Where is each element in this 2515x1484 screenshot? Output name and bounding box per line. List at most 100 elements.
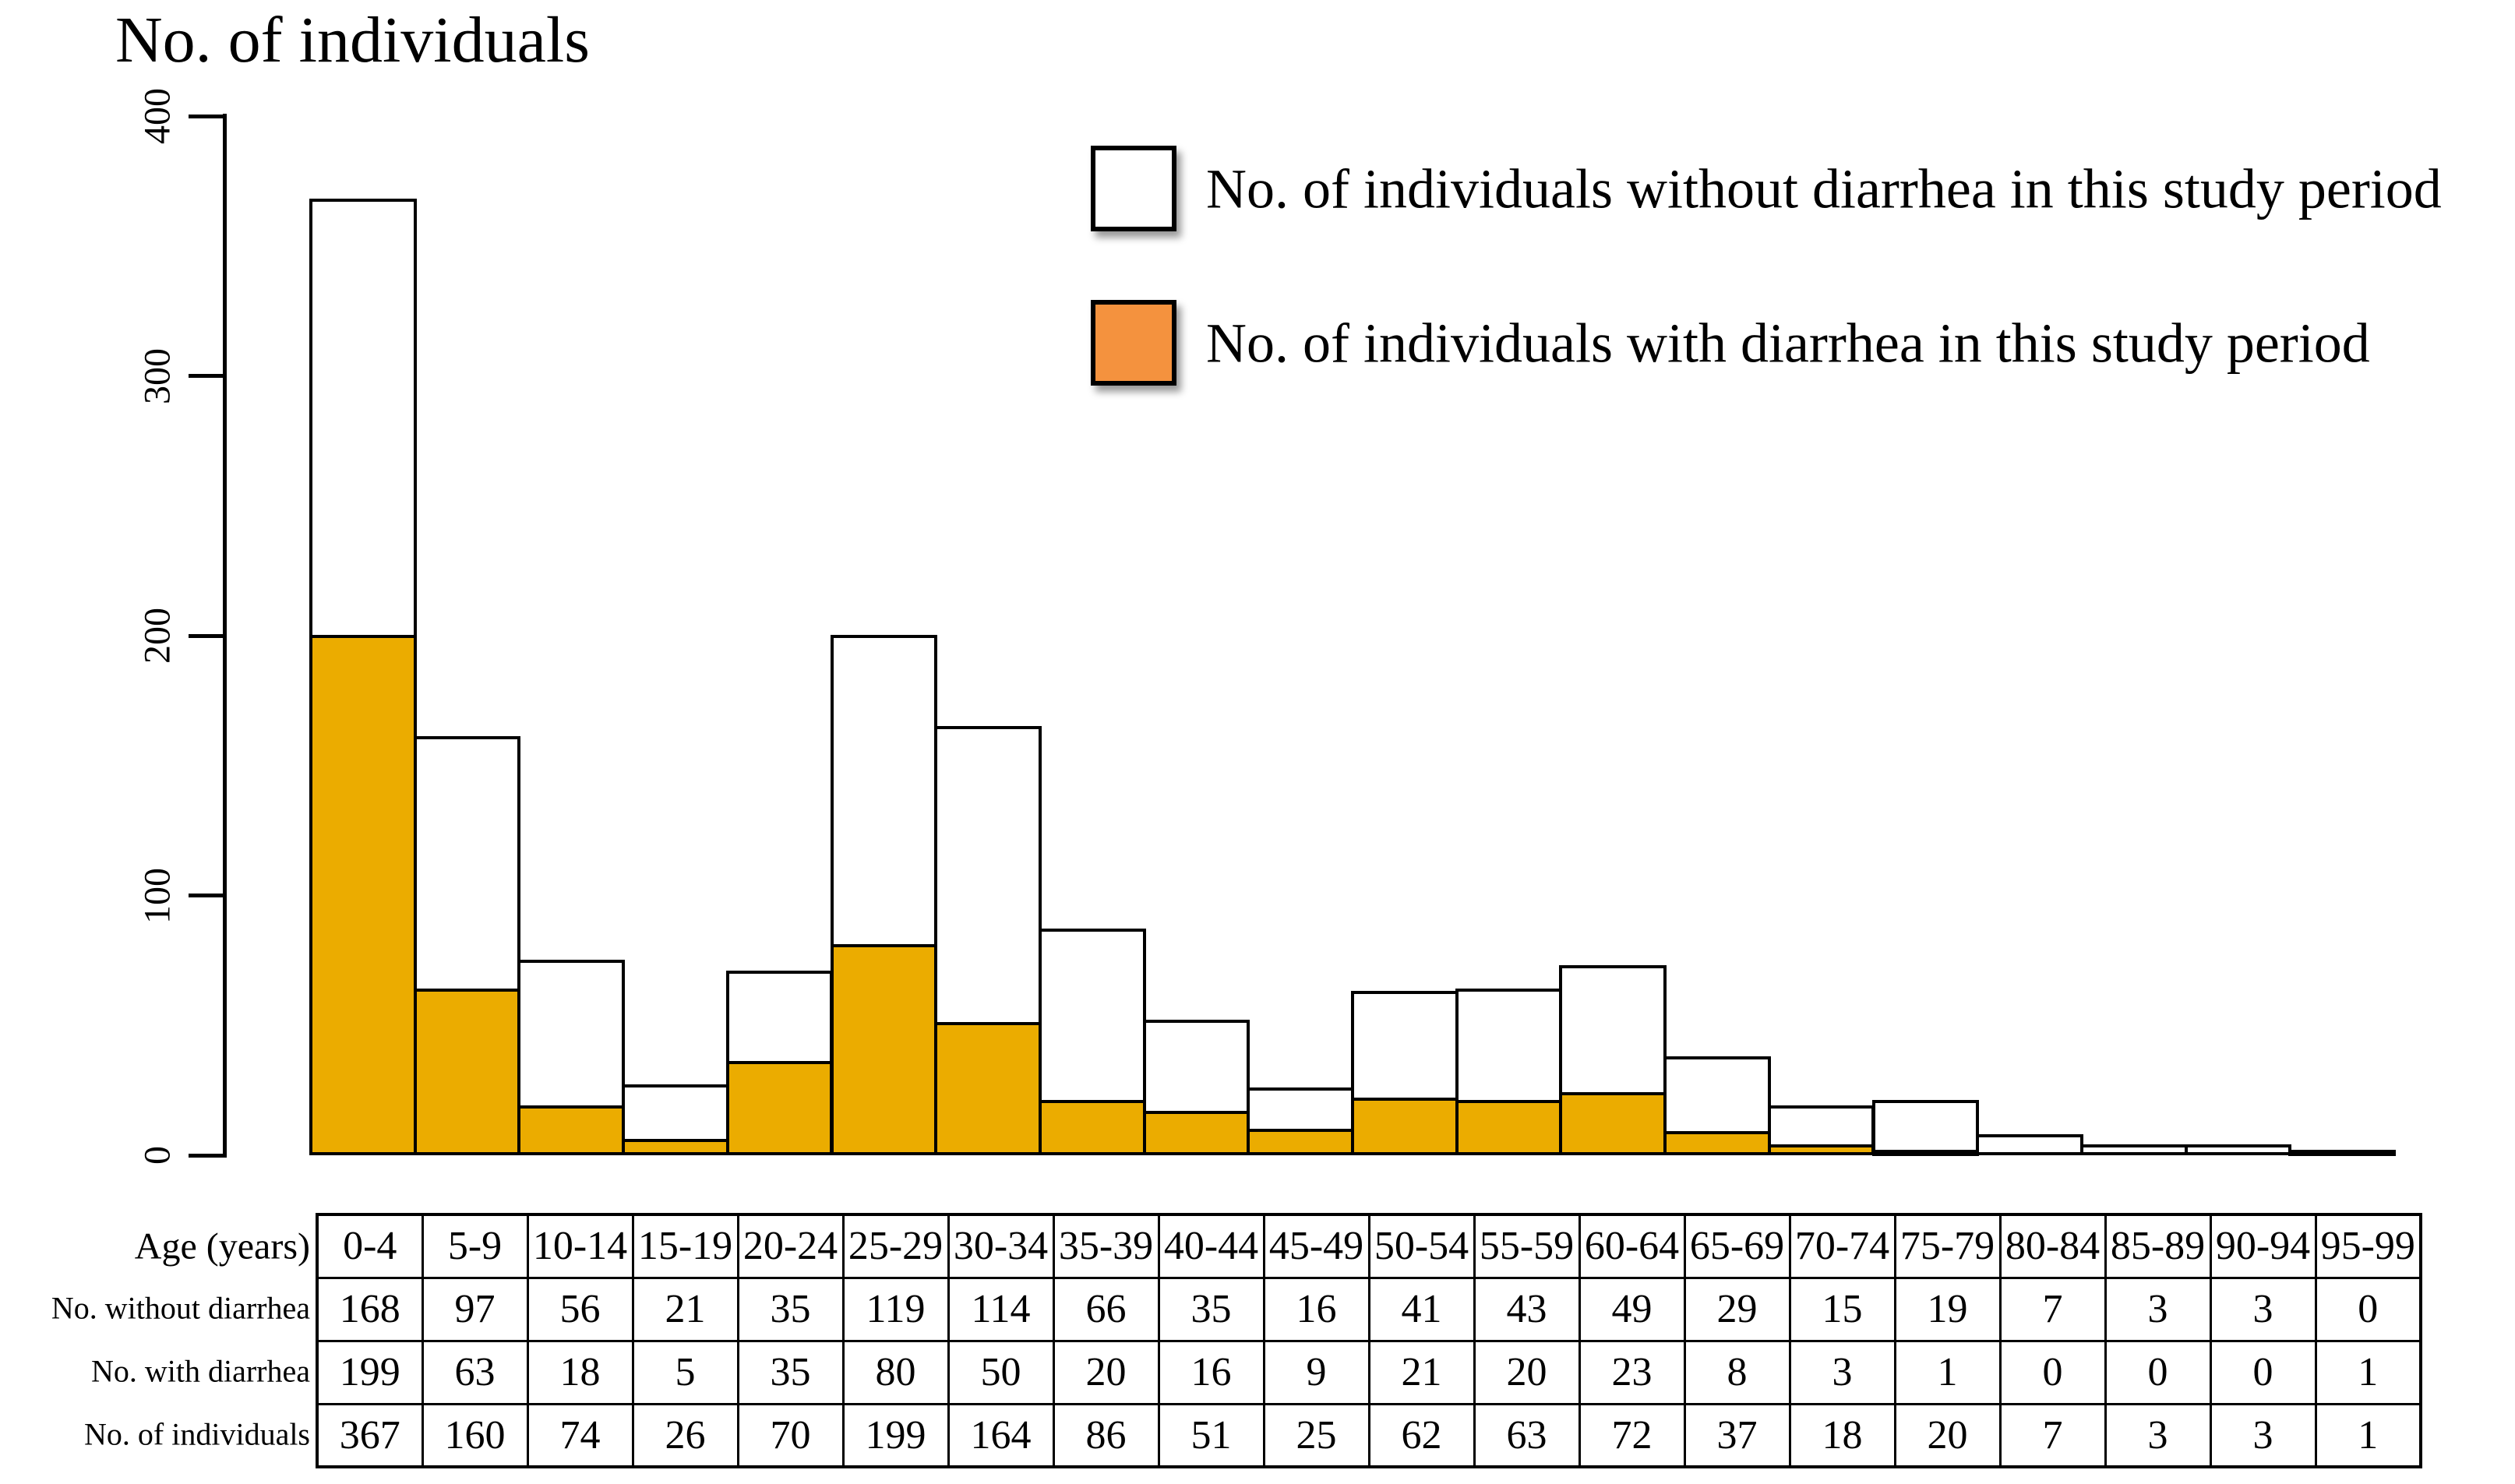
- cell-r3-40-44: 51: [1157, 1402, 1265, 1468]
- cell-r2-90-94: 0: [2209, 1339, 2317, 1405]
- table-row-3: 367 160 74 26 70 199 164 86 51 25 62 63 72 37 18 20 7 3 3 1: [316, 1402, 2422, 1468]
- cell-r0-20-24: 20-24: [736, 1213, 845, 1279]
- cell-r2-5-9: 63: [421, 1339, 529, 1405]
- cell-r0-60-64: 60-64: [1578, 1213, 1686, 1279]
- cell-r0-80-84: 80-84: [1998, 1213, 2107, 1279]
- cell-r2-60-64: 23: [1578, 1339, 1686, 1405]
- cell-r0-85-89: 85-89: [2104, 1213, 2212, 1279]
- cell-r3-10-14: 74: [526, 1402, 634, 1468]
- cell-r3-45-49: 25: [1262, 1402, 1370, 1468]
- cell-r3-85-89: 3: [2104, 1402, 2212, 1468]
- cell-r2-65-69: 8: [1683, 1339, 1791, 1405]
- cell-r0-50-54: 50-54: [1367, 1213, 1476, 1279]
- bar-with-diarrhea-15-19: [622, 1139, 729, 1155]
- cell-r2-75-79: 1: [1893, 1339, 2002, 1405]
- y-tick-mark-300: [189, 374, 224, 378]
- bar-with-diarrhea-70-74: [1767, 1144, 1875, 1155]
- y-tick-mark-0: [189, 1153, 224, 1158]
- bar-with-diarrhea-20-24: [725, 1061, 834, 1155]
- cell-r2-40-44: 16: [1157, 1339, 1265, 1405]
- cell-r2-30-34: 50: [947, 1339, 1055, 1405]
- chart-title: No. of individuals: [115, 4, 590, 76]
- bar-total-75-79: [1871, 1100, 1980, 1155]
- cell-r1-55-59: 43: [1473, 1276, 1581, 1342]
- cell-r0-45-49: 45-49: [1262, 1213, 1370, 1279]
- cell-r3-60-64: 72: [1578, 1402, 1686, 1468]
- cell-r3-95-99: 1: [2314, 1402, 2422, 1468]
- cell-r2-20-24: 35: [736, 1339, 845, 1405]
- y-tick-mark-100: [189, 894, 224, 897]
- cell-r0-30-34: 30-34: [947, 1213, 1055, 1279]
- bar-with-diarrhea-60-64: [1559, 1092, 1667, 1155]
- table-row-header: 0-4 5-9 10-14 15-19 20-24 25-29 30-34 35-39 40-4…: [316, 1213, 2422, 1279]
- cell-r1-80-84: 7: [1998, 1276, 2107, 1342]
- cell-r2-85-89: 0: [2104, 1339, 2212, 1405]
- cell-r2-0-4: 199: [316, 1339, 424, 1405]
- bar-with-diarrhea-5-9: [413, 988, 521, 1155]
- legend-label-with-diarrhea: No. of individuals with diarrhea in this…: [1206, 312, 2370, 375]
- cell-r1-15-19: 21: [631, 1276, 739, 1342]
- cell-r3-50-54: 62: [1367, 1402, 1476, 1468]
- cell-r1-40-44: 35: [1157, 1276, 1265, 1342]
- y-tick-label-400: 400: [136, 88, 178, 144]
- bar-with-diarrhea-35-39: [1038, 1100, 1146, 1155]
- bar-with-diarrhea-95-99: [2288, 1149, 2396, 1156]
- cell-r0-55-59: 55-59: [1473, 1213, 1581, 1279]
- y-tick-label-200: 200: [136, 608, 178, 664]
- cell-r2-10-14: 18: [526, 1339, 634, 1405]
- cell-r2-35-39: 20: [1052, 1339, 1160, 1405]
- bar-with-diarrhea-30-34: [934, 1022, 1042, 1155]
- cell-r0-75-79: 75-79: [1893, 1213, 2002, 1279]
- cell-r2-25-29: 80: [841, 1339, 950, 1405]
- cell-r0-5-9: 5-9: [421, 1213, 529, 1279]
- row-label-no-with-diarrhea: No. with diarrhea: [90, 1353, 310, 1388]
- cell-r1-35-39: 66: [1052, 1276, 1160, 1342]
- cell-r1-75-79: 19: [1893, 1276, 2002, 1342]
- cell-r2-70-74: 3: [1788, 1339, 1896, 1405]
- cell-r2-50-54: 21: [1367, 1339, 1476, 1405]
- data-table: 0-4 5-9 10-14 15-19 20-24 25-29 30-34 35-39 40-4…: [316, 1213, 2422, 1468]
- cell-r0-90-94: 90-94: [2209, 1213, 2317, 1279]
- cell-r3-15-19: 26: [631, 1402, 739, 1468]
- cell-r2-80-84: 0: [1998, 1339, 2107, 1405]
- cell-r3-30-34: 164: [947, 1402, 1055, 1468]
- cell-r1-70-74: 15: [1788, 1276, 1896, 1342]
- y-tick-mark-400: [189, 114, 224, 118]
- cell-r1-25-29: 119: [841, 1276, 950, 1342]
- cell-r3-75-79: 20: [1893, 1402, 2002, 1468]
- legend-label-without-diarrhea: No. of individuals without diarrhea in t…: [1206, 157, 2442, 220]
- bar-with-diarrhea-50-54: [1351, 1097, 1459, 1155]
- cell-r1-0-4: 168: [316, 1276, 424, 1342]
- cell-r1-50-54: 41: [1367, 1276, 1476, 1342]
- row-label-age-years: Age (years): [134, 1225, 310, 1267]
- cell-r0-15-19: 15-19: [631, 1213, 739, 1279]
- bar-total-85-89: [2079, 1144, 2188, 1155]
- row-label-no-of-individuals: No. of individuals: [84, 1416, 310, 1451]
- cell-r3-55-59: 63: [1473, 1402, 1581, 1468]
- y-axis-line: [223, 114, 227, 1158]
- bar-with-diarrhea-65-69: [1663, 1131, 1771, 1155]
- cell-r0-10-14: 10-14: [526, 1213, 634, 1279]
- legend-swatch-with-diarrhea: [1091, 300, 1176, 386]
- bar-with-diarrhea-25-29: [830, 944, 938, 1155]
- cell-r2-45-49: 9: [1262, 1339, 1370, 1405]
- y-tick-label-0: 0: [136, 1146, 178, 1165]
- cell-r1-5-9: 97: [421, 1276, 529, 1342]
- bar-with-diarrhea-10-14: [517, 1105, 626, 1155]
- cell-r0-0-4: 0-4: [316, 1213, 424, 1279]
- cell-r0-70-74: 70-74: [1788, 1213, 1896, 1279]
- cell-r1-10-14: 56: [526, 1276, 634, 1342]
- cell-r3-65-69: 37: [1683, 1402, 1791, 1468]
- cell-r3-20-24: 70: [736, 1402, 845, 1468]
- cell-r3-25-29: 199: [841, 1402, 950, 1468]
- bar-with-diarrhea-0-4: [309, 635, 417, 1155]
- cell-r1-90-94: 3: [2209, 1276, 2317, 1342]
- bar-with-diarrhea-75-79: [1871, 1149, 1980, 1156]
- bar-total-90-94: [2184, 1144, 2292, 1155]
- cell-r0-95-99: 95-99: [2314, 1213, 2422, 1279]
- cell-r0-25-29: 25-29: [841, 1213, 950, 1279]
- bar-with-diarrhea-40-44: [1142, 1110, 1250, 1155]
- cell-r3-70-74: 18: [1788, 1402, 1896, 1468]
- table-row-1: 168 97 56 21 35 119 114 66 35 16 41 43 49 29 15 19 7 3 3 0: [316, 1276, 2422, 1342]
